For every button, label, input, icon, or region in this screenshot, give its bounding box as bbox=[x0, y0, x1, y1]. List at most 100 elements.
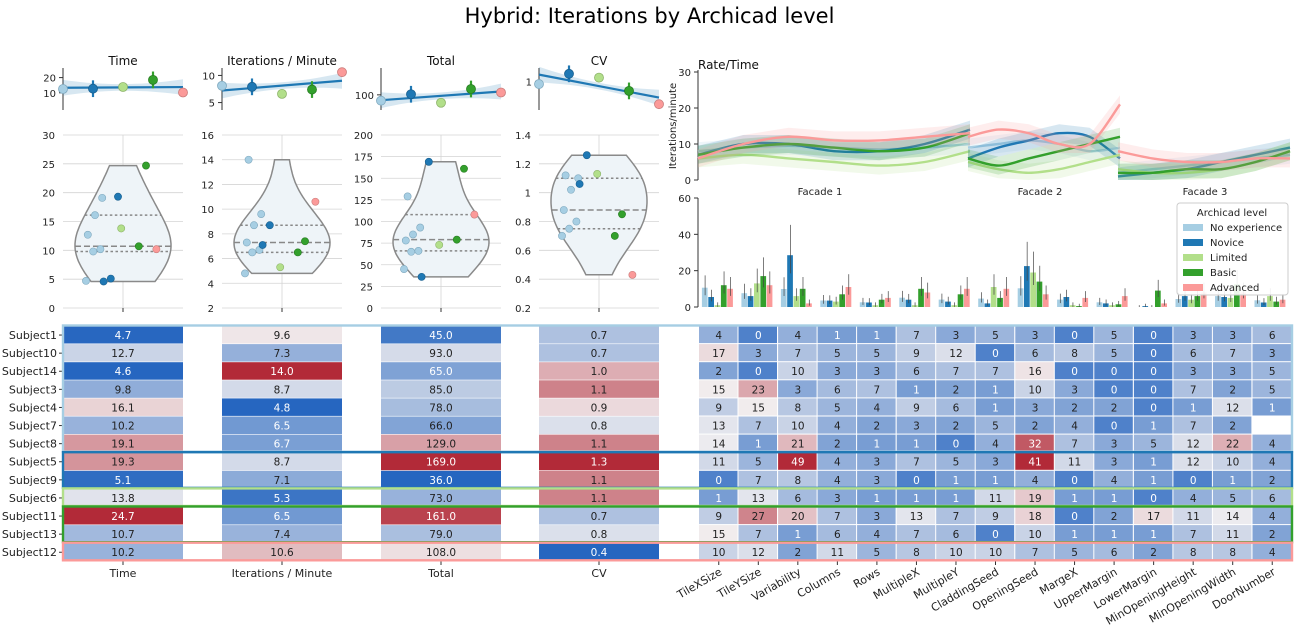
param-heatmap-cell-value: 0 bbox=[913, 475, 920, 487]
violin-y-tick-label: 200 bbox=[354, 131, 373, 142]
param-heatmap-cell-value: 1 bbox=[1190, 402, 1197, 414]
param-heatmap-cell-value: 1 bbox=[874, 493, 881, 505]
violin-y-tick-label: 4 bbox=[208, 279, 214, 290]
param-heatmap-cell bbox=[975, 507, 1015, 525]
trend-line bbox=[538, 73, 660, 99]
param-heatmap-cell-value: 0 bbox=[1150, 330, 1157, 342]
heatmap-cell bbox=[381, 380, 501, 398]
row-label-subject7: Subject7 bbox=[9, 420, 57, 433]
param-heatmap-cell bbox=[778, 380, 817, 398]
param-heatmap-cell-value: 49 bbox=[791, 457, 804, 469]
param-heatmap-cell bbox=[1054, 398, 1094, 416]
param-heatmap-cell-value: 12 bbox=[949, 348, 962, 360]
metric-heatmap: Subject1 4.7 9.6 45.0 0.7 Subject10 12.7 7.3 93.… bbox=[2, 326, 659, 580]
trend-mean-point bbox=[277, 88, 287, 99]
param-heatmap-cell-value: 4 bbox=[1190, 493, 1197, 505]
param-heatmap-cell-value: 2 bbox=[834, 439, 841, 451]
violin-point bbox=[250, 221, 258, 230]
param-heatmap-cell-value: 1 bbox=[1071, 529, 1078, 541]
param-heatmap-cell bbox=[896, 362, 936, 380]
param-heatmap-cell-value: 2 bbox=[1150, 547, 1157, 559]
violin-y-tick-label: 25 bbox=[360, 282, 373, 293]
heatmap-cell bbox=[539, 398, 659, 416]
trend-y-tick-label: 20 bbox=[43, 74, 56, 85]
param-heatmap-cell-value: 6 bbox=[1032, 348, 1039, 360]
heatmap-cell-value: 1.0 bbox=[591, 366, 608, 378]
heatmap-cell bbox=[539, 416, 659, 434]
param-heatmap-cell bbox=[896, 398, 936, 416]
heatmap-cell bbox=[222, 488, 342, 507]
param-heatmap-cell bbox=[699, 326, 738, 344]
param-heatmap-cell bbox=[1212, 470, 1252, 488]
param-heatmap-cell-value: 1 bbox=[834, 330, 841, 342]
param-heatmap-cell bbox=[1252, 344, 1291, 362]
heatmap-cell-value: 12.7 bbox=[111, 348, 134, 360]
param-heatmap-cell-value: 5 bbox=[1229, 493, 1236, 505]
param-heatmap-cell-value: 2 bbox=[1269, 475, 1276, 487]
param-heatmap-cell-value: 3 bbox=[874, 511, 881, 523]
heatmap-cell-value: 1.3 bbox=[591, 457, 608, 469]
param-heatmap-cell-value: 6 bbox=[1269, 330, 1276, 342]
violin-point bbox=[558, 232, 566, 240]
heatmap-cell bbox=[222, 434, 342, 453]
param-heatmap-cell bbox=[738, 470, 777, 488]
parameter-bar bbox=[708, 297, 714, 307]
heatmap-cell bbox=[222, 543, 342, 561]
param-heatmap-cell-value: 5 bbox=[1150, 439, 1157, 451]
param-heatmap-cell bbox=[975, 434, 1015, 452]
rate-time-ylabel: Iterations/minute bbox=[668, 83, 679, 169]
param-heatmap-cell bbox=[1173, 416, 1212, 434]
row-label-subject12: Subject12 bbox=[2, 546, 57, 559]
param-heatmap-cell bbox=[778, 543, 817, 561]
param-heatmap-cell-value: 15 bbox=[712, 384, 725, 396]
param-heatmap-cell bbox=[699, 416, 738, 434]
heatmap-cell bbox=[381, 525, 501, 543]
heatmap-cell-value: 13.8 bbox=[111, 493, 134, 505]
trend-title: Total bbox=[426, 54, 455, 68]
violin-y-tick-label: 1.2 bbox=[515, 160, 531, 171]
param-heatmap-cell-value: 0 bbox=[1150, 384, 1157, 396]
heatmap-cell bbox=[63, 434, 183, 453]
parameter-bar bbox=[1181, 296, 1188, 307]
heatmap-cell bbox=[381, 416, 501, 434]
param-heatmap-cell bbox=[936, 362, 975, 380]
violin-point bbox=[424, 157, 433, 166]
violin-y-tick-label: 75 bbox=[360, 239, 373, 250]
param-heatmap-cell-value: 4 bbox=[834, 421, 841, 433]
param-heatmap-cell bbox=[1212, 525, 1252, 543]
violin-point bbox=[248, 248, 257, 257]
heatmap-cell-value: 169.0 bbox=[426, 457, 456, 469]
param-heatmap-cell-value: 0 bbox=[953, 439, 960, 451]
trend-mean-point bbox=[594, 72, 604, 83]
violin-point bbox=[559, 206, 568, 214]
row-label-subject10: Subject10 bbox=[2, 347, 57, 360]
param-heatmap-cell-value: 6 bbox=[834, 384, 841, 396]
param-heatmap-cell-value: 6 bbox=[953, 402, 960, 414]
param-heatmap-cell bbox=[817, 470, 857, 488]
param-heatmap-cell bbox=[699, 398, 738, 416]
heatmap-cell bbox=[539, 326, 659, 344]
param-heatmap-cell-value: 1 bbox=[953, 475, 960, 487]
param-heatmap-cell-value: 5 bbox=[953, 457, 960, 469]
heatmap-cell-value: 4.8 bbox=[274, 402, 291, 414]
param-heatmap-cell bbox=[778, 326, 817, 344]
violin-shape bbox=[392, 161, 490, 278]
violin-y-tick-label: 25 bbox=[42, 160, 55, 171]
heatmap-cell bbox=[63, 452, 183, 471]
parameter-bar bbox=[766, 285, 773, 307]
heatmap-cell-value: 1.1 bbox=[591, 493, 608, 505]
heatmap-cell bbox=[381, 452, 501, 471]
param-heatmap-cell-value: 8 bbox=[1229, 547, 1236, 559]
heatmap-cell bbox=[381, 398, 501, 416]
param-heatmap-cell bbox=[1133, 380, 1173, 398]
param-heatmap-cell-value: 7 bbox=[834, 511, 841, 523]
param-heatmap-cell-value: 1 bbox=[992, 402, 999, 414]
param-heatmap-cell-value: 3 bbox=[992, 457, 999, 469]
param-heatmap-cell-value: 27 bbox=[752, 511, 765, 523]
param-heatmap-cell bbox=[817, 362, 857, 380]
heatmap-cell-value: 1.1 bbox=[591, 475, 608, 487]
param-heatmap-cell bbox=[936, 416, 975, 434]
param-heatmap-cell-value: 3 bbox=[1032, 402, 1039, 414]
param-heatmap-cell bbox=[1133, 507, 1173, 525]
